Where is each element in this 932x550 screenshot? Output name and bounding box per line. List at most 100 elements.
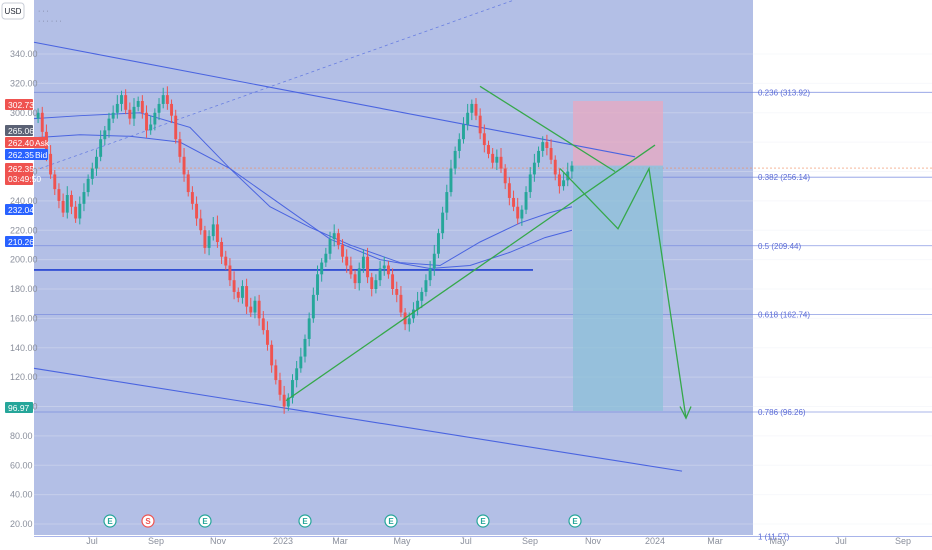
price-tag-label: 232.04 bbox=[8, 205, 34, 215]
candle-body bbox=[528, 174, 532, 193]
candle-body bbox=[332, 233, 336, 240]
candle-body bbox=[149, 124, 153, 131]
candle-body bbox=[541, 142, 545, 151]
candle-body bbox=[120, 95, 123, 104]
x-tick-label: Mar bbox=[707, 536, 723, 546]
candle-body bbox=[487, 145, 490, 154]
candle-body bbox=[320, 262, 324, 275]
candle-body bbox=[170, 103, 174, 116]
legend-line-2: · · · · · · bbox=[38, 18, 62, 25]
candle-body bbox=[228, 265, 232, 281]
currency-button-frame[interactable] bbox=[1, 2, 25, 20]
legend: · · · · · · · · · bbox=[38, 8, 62, 25]
x-axis: Jul Sep Nov 2023 Mar May Jul Sep Nov 2024 Mar May Ju… bbox=[86, 536, 911, 546]
candle-body bbox=[236, 291, 240, 298]
y-tick-label: 200.00 bbox=[10, 255, 38, 265]
candle-body bbox=[370, 277, 374, 289]
x-tick-label: May bbox=[769, 536, 787, 546]
y-tick-label: 220.00 bbox=[10, 225, 38, 235]
candle-body bbox=[466, 112, 470, 125]
candle-body bbox=[549, 148, 553, 160]
y-tick-label: 20.00 bbox=[10, 519, 33, 529]
upper-channel-line bbox=[33, 41, 636, 158]
candle-body bbox=[453, 150, 457, 169]
candle-body bbox=[299, 356, 303, 369]
candle-body bbox=[186, 174, 190, 193]
candle-body bbox=[103, 130, 107, 140]
y-tick-label: 240.00 bbox=[10, 196, 38, 206]
candle-body bbox=[249, 306, 253, 313]
price-tag-label: 96.97 bbox=[8, 403, 30, 413]
event-marker bbox=[384, 514, 398, 528]
price-tag-label: 262.35 bbox=[8, 150, 34, 160]
candle-body bbox=[57, 189, 61, 201]
candle-body bbox=[457, 139, 461, 151]
price-tag-suffix: Bid bbox=[35, 150, 48, 160]
y-tick-label: 300.00 bbox=[10, 108, 38, 118]
candle-body bbox=[470, 103, 474, 113]
candle-body bbox=[178, 139, 182, 157]
candle-body bbox=[270, 344, 274, 366]
candle-body bbox=[245, 286, 249, 307]
currency-label[interactable]: USD bbox=[5, 7, 22, 16]
candle-body bbox=[53, 174, 57, 190]
fib-level-label: 0.618 (162.74) bbox=[758, 310, 810, 319]
candle-body bbox=[307, 318, 311, 339]
candle-body bbox=[532, 162, 536, 175]
candle-body bbox=[420, 291, 424, 301]
candle-body bbox=[424, 280, 428, 292]
candle-body bbox=[399, 294, 403, 313]
price-tag-box bbox=[5, 137, 48, 148]
y-tick-label: 180.00 bbox=[10, 284, 38, 294]
event-marker bbox=[476, 514, 490, 528]
y-tick-label: 40.00 bbox=[10, 490, 33, 500]
price-tag-box bbox=[5, 125, 33, 136]
candle-body bbox=[378, 268, 382, 281]
candle-body bbox=[478, 115, 482, 134]
fib-level-label: 0.786 (96.26) bbox=[758, 408, 806, 417]
fib-level-label: 0.236 (313.92) bbox=[758, 88, 810, 97]
y-tick-label: 60.00 bbox=[10, 460, 33, 470]
price-tag-suffix: Ask bbox=[35, 138, 50, 148]
x-tick-label: Jul bbox=[835, 536, 847, 546]
candle-body bbox=[286, 397, 290, 407]
candle-body bbox=[95, 156, 98, 169]
candle-body bbox=[215, 224, 219, 242]
y-tick-label: 320.00 bbox=[10, 78, 38, 88]
currency-button[interactable]: USD bbox=[1, 2, 25, 20]
candle-body bbox=[124, 95, 128, 110]
candle-body bbox=[507, 183, 511, 198]
event-marker-glyph: E bbox=[480, 517, 486, 526]
candle-body bbox=[524, 192, 528, 210]
candle-body bbox=[391, 274, 395, 289]
price-tag-countdown: 03:49:50 bbox=[8, 174, 41, 184]
x-tick-label: Nov bbox=[210, 536, 227, 546]
candle-body bbox=[436, 233, 440, 254]
candle-body bbox=[395, 289, 399, 295]
candle-body bbox=[253, 300, 257, 313]
candle-body bbox=[441, 212, 445, 234]
candle-body bbox=[266, 330, 269, 345]
candle-body bbox=[499, 156, 503, 169]
candle-body bbox=[145, 112, 148, 131]
price-tag-box bbox=[5, 402, 33, 413]
event-marker-glyph: E bbox=[302, 517, 308, 526]
candle-body bbox=[374, 280, 378, 289]
candle-body bbox=[316, 274, 319, 295]
candle-body bbox=[278, 380, 282, 395]
candle-body bbox=[562, 180, 566, 187]
candle-body bbox=[482, 133, 486, 146]
candle-body bbox=[257, 300, 261, 319]
candle-body bbox=[140, 101, 144, 113]
candle-body bbox=[361, 256, 365, 269]
x-tick-label: 2023 bbox=[273, 536, 293, 546]
price-tag-box bbox=[5, 236, 33, 247]
candle-body bbox=[411, 309, 415, 319]
candle-body bbox=[553, 159, 557, 175]
candle-body bbox=[86, 178, 90, 193]
candle-body bbox=[232, 280, 236, 292]
candle-body bbox=[353, 274, 357, 284]
projected-path bbox=[559, 166, 687, 419]
event-marker-glyph: E bbox=[572, 517, 578, 526]
